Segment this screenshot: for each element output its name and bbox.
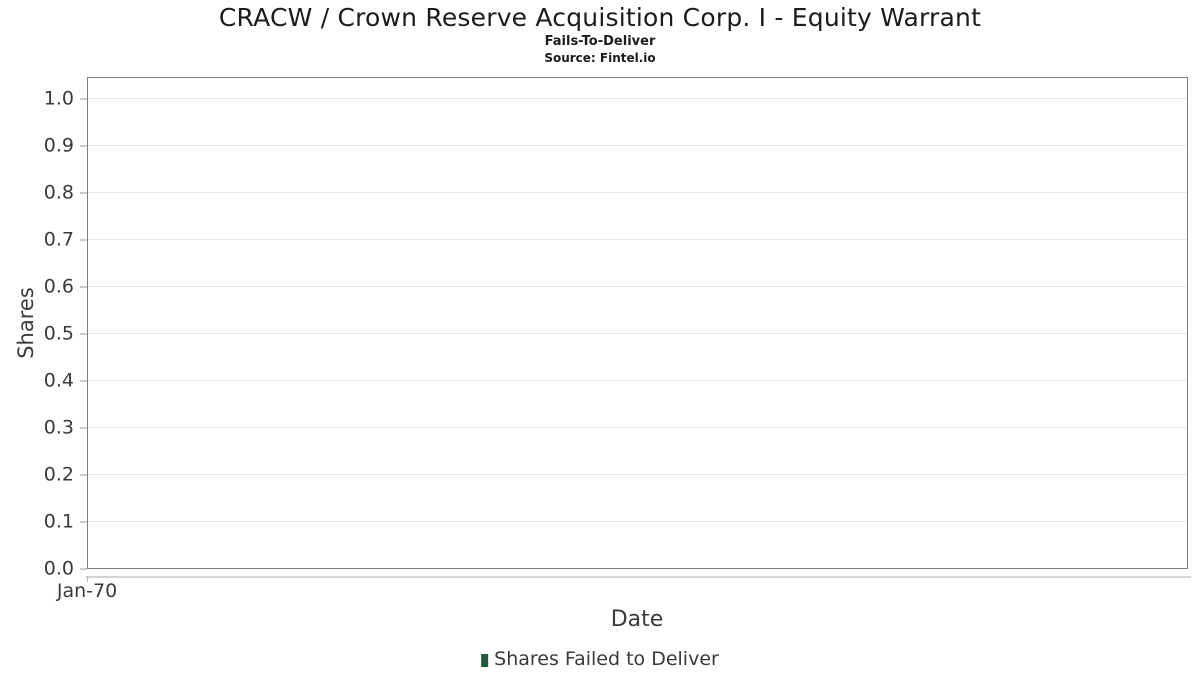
y-tick-label: 0.7 [43,228,74,251]
y-tick-label: 0.5 [43,322,74,345]
x-axis-line [86,576,1191,578]
y-tick-label: 0.0 [43,557,74,580]
y-tick-mark [80,239,87,241]
y-tick-mark [80,568,87,570]
chart-source-label: Source: Fintel.io [544,51,656,65]
legend-swatch-icon [481,653,489,667]
y-tick-label: 0.6 [43,275,74,298]
y-tick-mark [80,521,87,523]
y-tick-label: 0.3 [43,416,74,439]
y-tick-mark [80,333,87,335]
gridline [88,286,1187,288]
y-tick-label: 0.1 [43,510,74,533]
plot-area [87,77,1188,569]
y-tick-mark [80,286,87,288]
chart-subtitle: Fails-To-Deliver [544,34,656,49]
y-tick-mark [80,474,87,476]
gridline [88,333,1187,335]
gridline [88,98,1187,100]
y-tick-mark [80,380,87,382]
legend-item-shares-failed[interactable]: Shares Failed to Deliver [481,648,719,670]
gridline [88,521,1187,523]
chart-title: CRACW / Crown Reserve Acquisition Corp. … [218,3,982,32]
y-tick-mark [80,98,87,100]
y-tick-mark [80,145,87,147]
gridline [88,474,1187,476]
y-tick-label: 1.0 [43,87,74,110]
x-tick-label: Jan-70 [56,580,118,602]
gridline [88,239,1187,241]
x-axis-title: Date [610,607,664,632]
y-tick-label: 0.8 [43,181,74,204]
x-tick-mark [87,576,88,582]
y-tick-label: 0.4 [43,369,74,392]
gridline [88,427,1187,429]
gridline [88,380,1187,382]
gridline [88,192,1187,194]
y-tick-mark [80,427,87,429]
legend-label: Shares Failed to Deliver [494,648,719,670]
y-tick-mark [80,192,87,194]
y-tick-label: 0.2 [43,463,74,486]
gridline [88,145,1187,147]
y-tick-label: 0.9 [43,134,74,157]
